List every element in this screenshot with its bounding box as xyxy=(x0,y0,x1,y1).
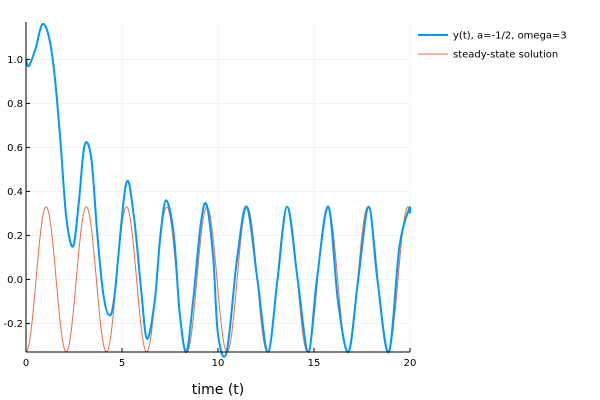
y-tick-label: 0.0 xyxy=(7,275,23,286)
x-tick-label: 5 xyxy=(119,358,125,369)
y-tick-labels: -0.2 0.0 0.2 0.4 0.6 0.8 1.0 xyxy=(3,55,23,330)
x-axis-label: time (t) xyxy=(192,382,245,398)
x-tick-label: 15 xyxy=(308,358,321,369)
y-tick-label: -0.2 xyxy=(3,319,23,330)
y-tick-label: 0.8 xyxy=(7,99,23,110)
axes xyxy=(25,22,411,353)
y-tick-label: 0.6 xyxy=(7,143,23,154)
legend-item-y-t-label: y(t), a=-1/2, omega=3 xyxy=(453,31,567,42)
grid xyxy=(25,22,411,352)
legend-item-steady-state-label: steady-state solution xyxy=(453,50,558,61)
x-tick-label: 20 xyxy=(404,358,417,369)
y-tick-label: 1.0 xyxy=(7,55,23,66)
x-tick-labels: 0 5 10 15 20 xyxy=(23,358,417,369)
x-tick-label: 0 xyxy=(23,358,29,369)
legend: y(t), a=-1/2, omega=3 steady-state soluti… xyxy=(418,31,567,61)
series-group xyxy=(26,24,410,357)
x-tick-label: 10 xyxy=(212,358,225,369)
y-t-series-line xyxy=(26,24,410,357)
y-tick-label: 0.4 xyxy=(7,187,23,198)
y-tick-label: 0.2 xyxy=(7,231,23,242)
